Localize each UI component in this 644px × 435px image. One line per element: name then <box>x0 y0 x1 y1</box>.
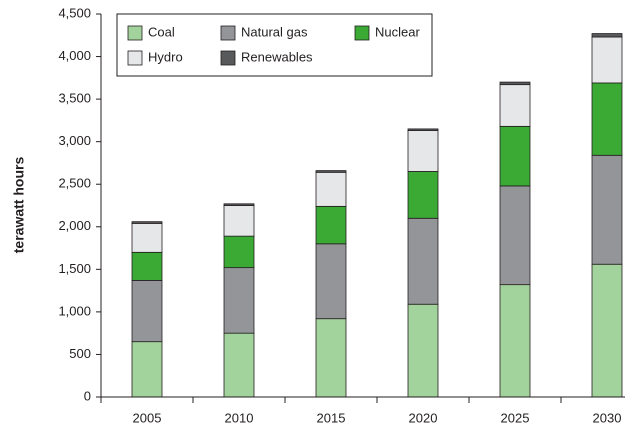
bar-segment <box>223 203 255 206</box>
y-tick-label: 0 <box>84 388 91 403</box>
bar-segment <box>315 171 347 207</box>
bar-segment <box>591 82 623 156</box>
bar-segment <box>407 171 439 219</box>
legend-label: Hydro <box>148 49 183 64</box>
y-tick-label: 2,000 <box>58 218 91 233</box>
y-tick-label: 4,000 <box>58 48 91 63</box>
y-tick-label: 3,000 <box>58 133 91 148</box>
bar-segment <box>407 130 439 172</box>
legend-box <box>116 13 433 77</box>
legend-swatch <box>127 50 143 66</box>
y-tick-label: 2,500 <box>58 176 91 191</box>
legend-label: Coal <box>148 24 175 39</box>
y-tick-label: 500 <box>69 346 91 361</box>
x-tick-label: 2015 <box>317 410 346 425</box>
bar-segment <box>315 318 347 398</box>
bar-segment <box>407 217 439 305</box>
bar-segment <box>499 185 531 286</box>
bar-segment <box>315 170 347 173</box>
legend-swatch <box>220 50 236 66</box>
x-tick-label: 2010 <box>225 410 254 425</box>
legend-label: Natural gas <box>241 24 308 39</box>
y-tick-label: 1,000 <box>58 303 91 318</box>
x-tick-label: 2005 <box>133 410 162 425</box>
y-tick-label: 4,500 <box>58 5 91 20</box>
bar-segment <box>591 154 623 265</box>
x-tick-label: 2025 <box>501 410 530 425</box>
legend-swatch <box>220 25 236 41</box>
bar-segment <box>223 205 255 237</box>
y-tick-label: 3,500 <box>58 91 91 106</box>
bar-segment <box>131 251 163 281</box>
legend-swatch <box>127 25 143 41</box>
legend-swatch <box>354 25 370 41</box>
bar-segment <box>499 125 531 187</box>
bar-segment <box>407 303 439 398</box>
bar-segment <box>315 205 347 245</box>
bar-segment <box>223 235 255 269</box>
bar-segment <box>315 243 347 320</box>
bar-segment <box>499 81 531 86</box>
bar-segment <box>223 332 255 398</box>
bar-segment <box>131 341 163 398</box>
bar-segment <box>591 263 623 398</box>
bar-segment <box>499 284 531 398</box>
x-tick-label: 2030 <box>593 410 622 425</box>
y-tick-label: 1,500 <box>58 261 91 276</box>
bar-segment <box>407 128 439 132</box>
bar-segment <box>131 279 163 343</box>
bar-segment <box>591 36 623 84</box>
x-tick-label: 2020 <box>409 410 438 425</box>
bar-segment <box>131 222 163 253</box>
bar-segment <box>499 84 531 127</box>
legend-label: Renewables <box>241 49 313 64</box>
y-axis-label: terawatt hours <box>11 157 27 254</box>
legend-label: Nuclear <box>375 24 420 39</box>
bar-segment <box>591 33 623 38</box>
bar-segment <box>131 221 163 224</box>
bar-segment <box>223 267 255 334</box>
